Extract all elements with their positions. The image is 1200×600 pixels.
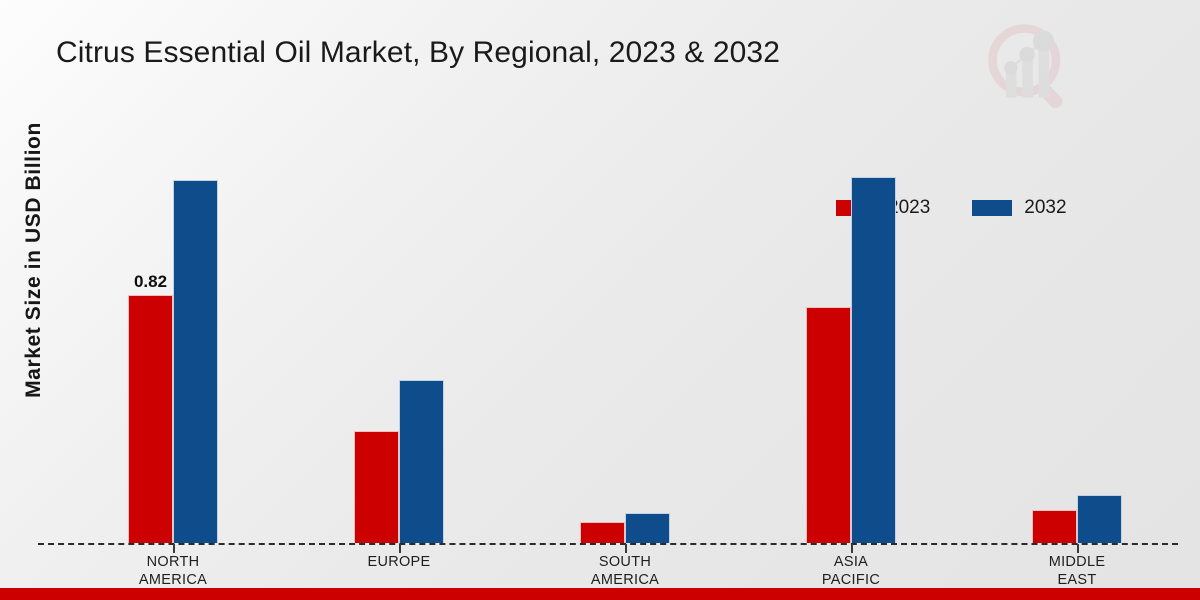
x-axis-tick	[1077, 544, 1079, 553]
bar-group	[354, 120, 444, 543]
plot-area: 0.82	[60, 120, 1190, 543]
legend-item-2032[interactable]: 2032	[972, 197, 1067, 219]
bar-group	[580, 120, 670, 543]
x-axis-category-label: NORTH AMERICA	[138, 554, 208, 588]
y-axis-title: Market Size in USD Billion	[22, 122, 45, 398]
x-axis-tick	[625, 544, 627, 553]
bar-2032-north-america[interactable]	[173, 180, 218, 543]
bar-2032-middle-east-and[interactable]	[1077, 494, 1122, 543]
bar-2032-asia-pacific[interactable]	[851, 177, 896, 543]
bar-2032-europe[interactable]	[399, 379, 444, 543]
chart-legend: 2023 2032	[836, 197, 1067, 219]
bar-group: 0.82	[128, 120, 218, 543]
x-axis-category-label: SOUTH AMERICA	[590, 554, 660, 588]
x-axis-tick	[399, 544, 401, 553]
chart-title: Citrus Essential Oil Market, By Regional…	[56, 36, 780, 69]
legend-label-2032: 2032	[1024, 197, 1067, 218]
x-axis-tick	[173, 544, 175, 553]
x-axis-baseline	[38, 543, 1178, 545]
footer-band	[0, 588, 1200, 600]
legend-label-2023: 2023	[888, 197, 931, 218]
bar-2023-south-america[interactable]	[580, 521, 625, 543]
bar-2023-middle-east-and[interactable]	[1032, 509, 1077, 543]
bar-value-label: 0.82	[133, 272, 168, 292]
bar-2023-north-america[interactable]: 0.82	[128, 272, 173, 543]
x-axis-category-label: EUROPE	[367, 554, 431, 570]
bar-2023-asia-pacific[interactable]	[806, 307, 851, 543]
magnifier-bar-chart-logo-icon	[982, 18, 1078, 114]
bar-2023-europe[interactable]	[354, 431, 399, 543]
bar-group	[1032, 120, 1122, 543]
bar-2032-south-america[interactable]	[625, 512, 670, 543]
bar-group	[806, 120, 896, 543]
legend-swatch-2032	[972, 200, 1013, 216]
x-axis-tick	[851, 544, 853, 553]
x-axis-category-label: ASIA PACIFIC	[821, 554, 881, 588]
